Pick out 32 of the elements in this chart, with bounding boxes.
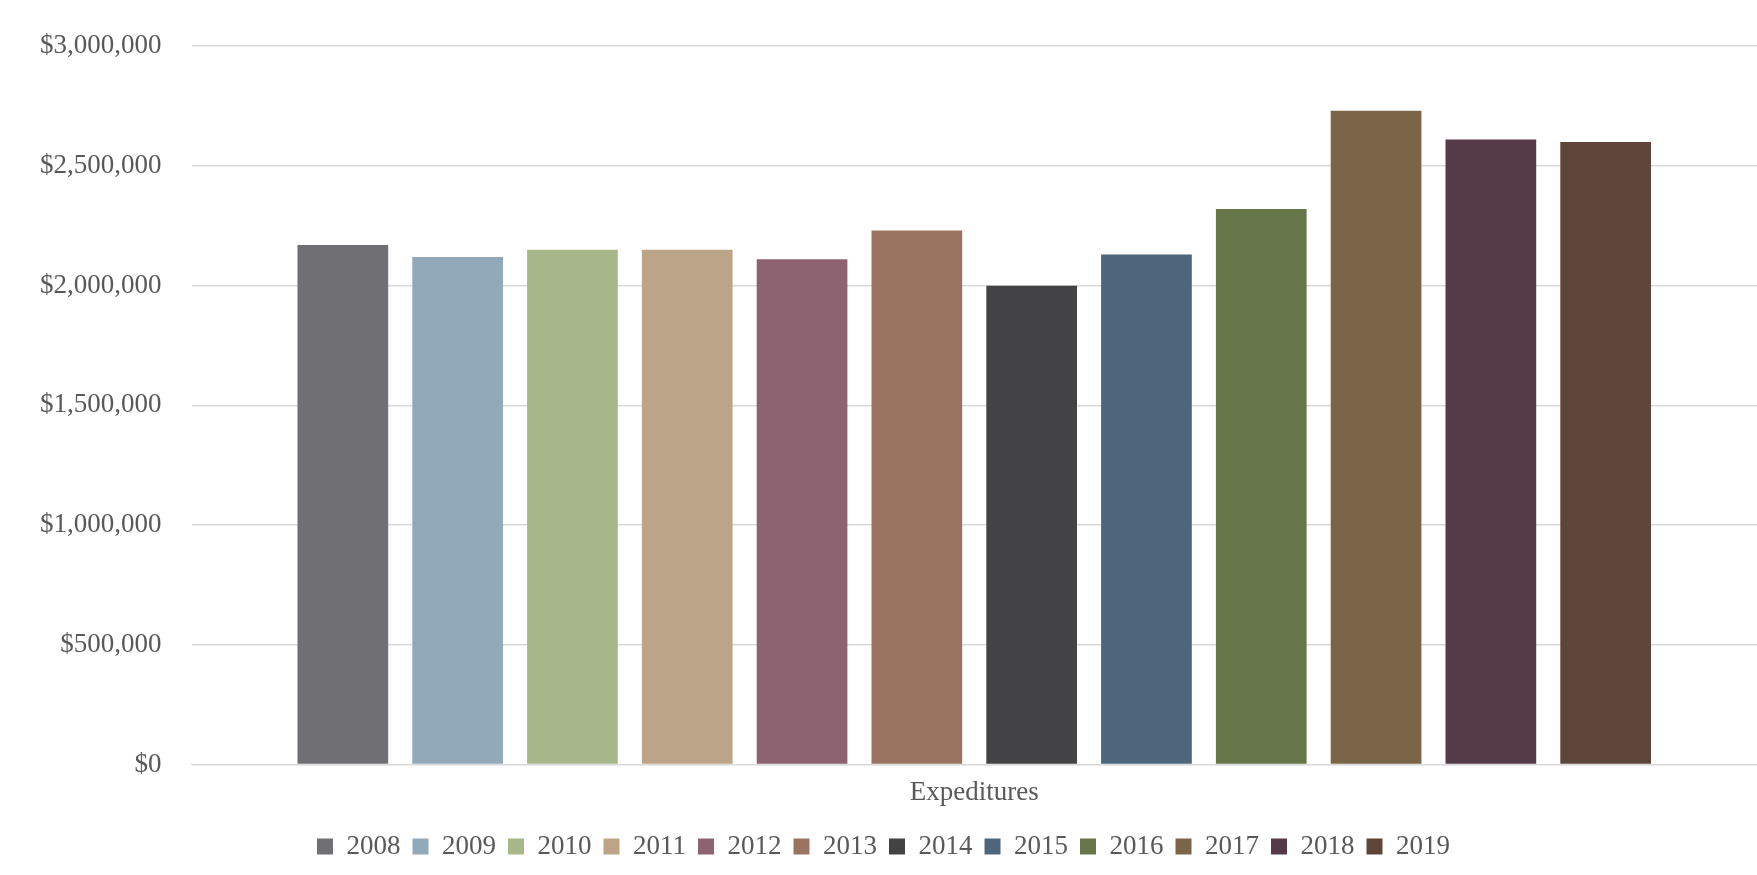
legend-label: 2017 <box>1205 829 1259 860</box>
x-tick-label: Expeditures <box>909 775 1039 806</box>
bar <box>527 249 618 764</box>
y-tick-label: $2,000,000 <box>40 268 162 299</box>
legend-label: 2012 <box>727 829 782 860</box>
bar <box>871 230 963 764</box>
legend-label: 2015 <box>1014 829 1068 860</box>
y-tick-label: $3,000,000 <box>40 29 162 60</box>
y-tick-label: $0 <box>134 747 162 778</box>
legend-label: 2011 <box>633 829 686 860</box>
bar <box>412 256 503 764</box>
bar <box>756 259 848 764</box>
bar <box>1101 254 1192 764</box>
legend-label: 2018 <box>1300 829 1355 860</box>
y-tick-label: $1,000,000 <box>40 508 162 539</box>
legend-label: 2010 <box>537 829 592 860</box>
legend-label: 2014 <box>918 829 973 860</box>
bar <box>297 244 389 764</box>
bar <box>1330 110 1422 764</box>
legend-label: 2013 <box>823 829 877 860</box>
bar <box>1560 141 1652 764</box>
legend-label: 2019 <box>1396 829 1450 860</box>
bar <box>986 285 1077 764</box>
y-tick-label: $500,000 <box>60 627 162 658</box>
y-tick-label: $1,500,000 <box>40 388 162 419</box>
bar <box>1215 209 1307 764</box>
bar <box>641 249 733 764</box>
y-tick-label: $2,500,000 <box>40 149 162 180</box>
legend-label: 2016 <box>1109 829 1164 860</box>
bar <box>1445 139 1537 764</box>
legend-label: 2009 <box>442 829 496 860</box>
legend-label: 2008 <box>346 829 401 860</box>
